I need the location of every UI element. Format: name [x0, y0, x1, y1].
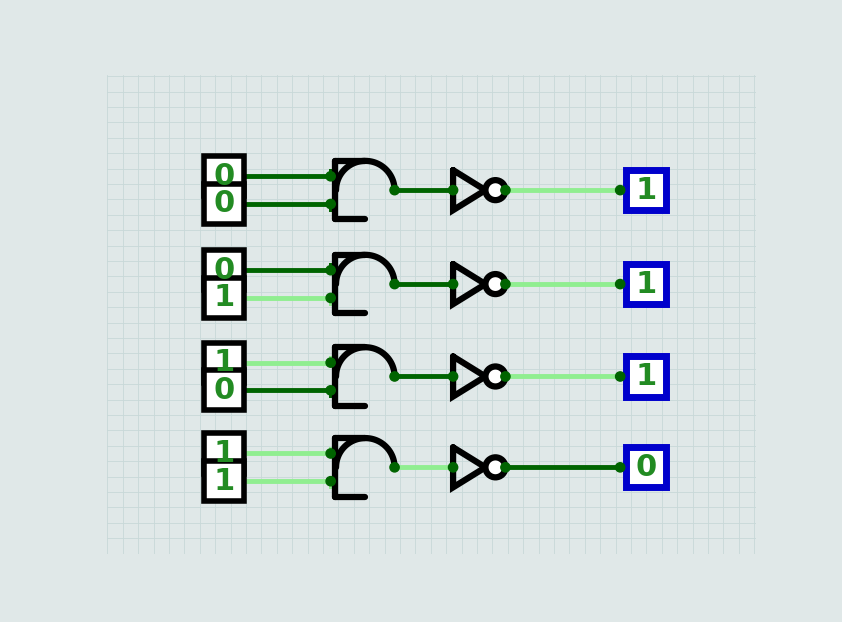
Circle shape — [501, 279, 510, 289]
Circle shape — [616, 372, 625, 381]
Bar — [626, 170, 666, 210]
Circle shape — [390, 372, 399, 381]
Text: 1: 1 — [214, 284, 235, 312]
Bar — [205, 156, 244, 197]
Text: 1: 1 — [636, 175, 657, 205]
Bar — [205, 184, 244, 224]
Text: 1: 1 — [214, 466, 235, 496]
Bar — [205, 434, 244, 473]
Circle shape — [326, 449, 335, 458]
Bar — [205, 370, 244, 411]
Circle shape — [616, 463, 625, 472]
Bar — [205, 343, 244, 383]
Circle shape — [449, 463, 458, 472]
Circle shape — [486, 457, 505, 477]
Circle shape — [390, 185, 399, 195]
Bar — [205, 461, 244, 501]
Bar — [205, 250, 244, 290]
Bar — [626, 264, 666, 304]
Text: 0: 0 — [214, 376, 235, 405]
Text: 1: 1 — [214, 439, 235, 468]
Bar — [626, 447, 666, 488]
Circle shape — [390, 279, 399, 289]
Circle shape — [326, 476, 335, 486]
Circle shape — [486, 366, 505, 386]
Circle shape — [326, 200, 335, 208]
Circle shape — [501, 372, 510, 381]
Circle shape — [326, 172, 335, 181]
Circle shape — [501, 463, 510, 472]
Circle shape — [501, 185, 510, 195]
Circle shape — [326, 386, 335, 395]
Circle shape — [449, 185, 458, 195]
Bar — [205, 278, 244, 318]
Circle shape — [326, 294, 335, 302]
Text: 1: 1 — [214, 348, 235, 377]
Circle shape — [449, 372, 458, 381]
Circle shape — [616, 279, 625, 289]
Circle shape — [326, 358, 335, 367]
Circle shape — [390, 463, 399, 472]
Text: 0: 0 — [214, 162, 235, 191]
Circle shape — [449, 279, 458, 289]
Bar — [626, 356, 666, 396]
Text: 0: 0 — [214, 190, 235, 218]
Circle shape — [486, 274, 505, 294]
Text: 1: 1 — [636, 269, 657, 299]
Circle shape — [486, 180, 505, 200]
Text: 1: 1 — [636, 362, 657, 391]
Circle shape — [616, 185, 625, 195]
Text: 0: 0 — [636, 453, 657, 482]
Text: 0: 0 — [214, 256, 235, 285]
Circle shape — [326, 266, 335, 275]
